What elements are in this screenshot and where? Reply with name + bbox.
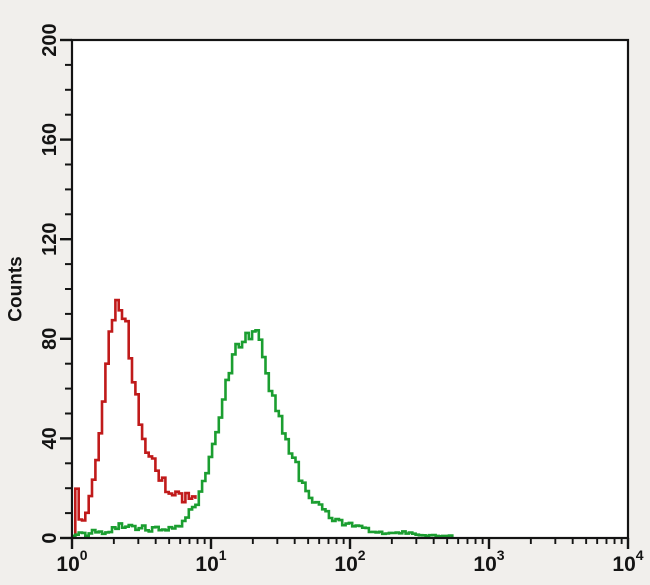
axis-labels: 0 40 80 120 160 200 100 101 102 103 104 <box>39 23 644 576</box>
histogram-curves <box>72 298 454 539</box>
x-tick-label: 103 <box>473 547 504 576</box>
y-tick-label: 160 <box>39 123 61 156</box>
x-tick-label: 102 <box>334 547 365 576</box>
red-histogram-curve <box>72 298 197 539</box>
y-tick-label: 40 <box>39 427 61 449</box>
axis-ticks <box>60 38 630 549</box>
x-tick-label: 100 <box>56 547 87 576</box>
y-tick-label: 80 <box>39 328 61 350</box>
x-tick-label: 104 <box>612 547 643 576</box>
y-tick-label: 0 <box>39 532 61 543</box>
plot-area <box>72 40 628 538</box>
green-histogram-curve <box>72 329 454 538</box>
x-tick-label: 101 <box>195 547 226 576</box>
y-axis-title: Counts <box>6 256 27 321</box>
y-tick-label: 120 <box>39 223 61 256</box>
y-tick-label: 200 <box>39 23 61 56</box>
